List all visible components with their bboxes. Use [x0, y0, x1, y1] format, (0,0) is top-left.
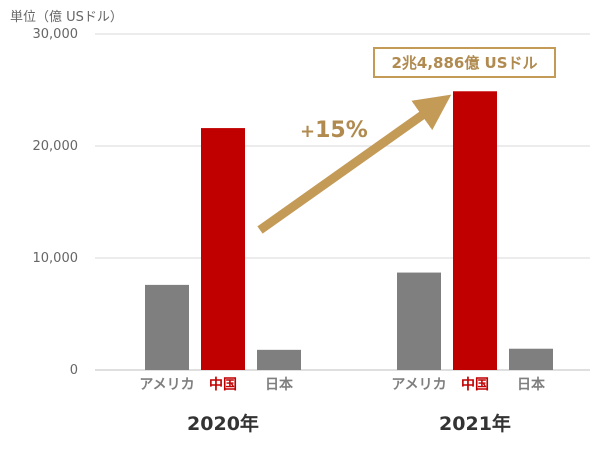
- bars: [145, 91, 553, 371]
- growth-plus-sign: +: [300, 121, 316, 142]
- growth-rate-label: +15%: [300, 118, 368, 143]
- category-label: 中国: [461, 376, 489, 393]
- bar-1-0: [397, 272, 441, 370]
- category-labels: アメリカ 中国 日本 アメリカ 中国 日本: [139, 376, 546, 393]
- category-label: 中国: [209, 376, 237, 393]
- bar-0-1: [201, 128, 245, 370]
- total-value-callout: 2兆4,886億 USドル: [373, 47, 556, 78]
- y-axis-ticks: 0 10,000 20,000 30,000: [33, 27, 79, 378]
- category-label: アメリカ: [139, 377, 194, 393]
- group-label: 2020年: [187, 412, 259, 435]
- category-label: 日本: [265, 376, 294, 393]
- growth-rate-value: 15%: [315, 118, 368, 143]
- group-labels: 2020年 2021年: [187, 412, 511, 435]
- bar-0-0: [145, 284, 189, 370]
- bar-1-1: [453, 91, 497, 371]
- bar-1-2: [509, 348, 553, 370]
- bar-0-2: [257, 349, 301, 370]
- y-tick-label: 30,000: [33, 27, 79, 42]
- y-axis-unit-label: 単位（億 USドル）: [10, 10, 123, 25]
- y-tick-label: 10,000: [33, 251, 79, 266]
- y-tick-label: 0: [70, 363, 78, 378]
- category-label: アメリカ: [391, 377, 446, 393]
- growth-arrow: [257, 94, 452, 234]
- group-label: 2021年: [439, 412, 511, 435]
- category-label: 日本: [517, 376, 546, 393]
- y-tick-label: 20,000: [33, 139, 79, 154]
